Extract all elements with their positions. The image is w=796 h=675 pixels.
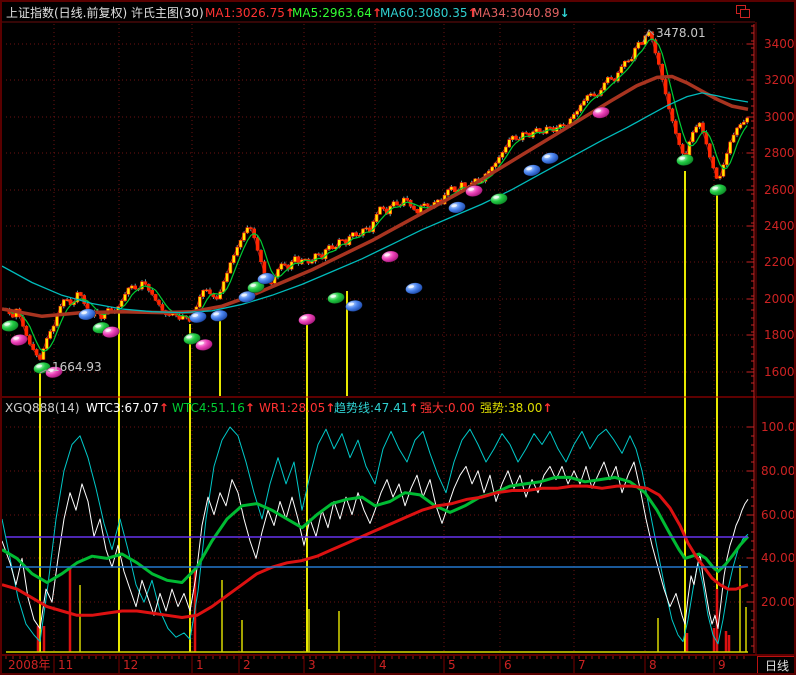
- month-label: 9: [718, 658, 726, 672]
- pink-lips-icon: [102, 326, 120, 338]
- blue-lips-icon: [189, 311, 207, 324]
- price-tick-label: 2000: [764, 291, 795, 306]
- value-label-2: WR1:28.05↑: [259, 401, 336, 415]
- month-label: 2: [243, 658, 251, 672]
- value-label-1: WTC4:51.16↑: [172, 401, 255, 415]
- pink-lips-icon: [10, 334, 28, 346]
- month-label: 3: [308, 658, 316, 672]
- main-chart-area[interactable]: [2, 24, 748, 396]
- blue-lips-icon: [541, 152, 559, 165]
- price-tick-label: 1600: [764, 364, 795, 379]
- value-label-4: 强大:0.00: [420, 401, 475, 415]
- indicator-tick-label: 20.00: [761, 595, 796, 610]
- month-label: 4: [379, 658, 387, 672]
- blue-lips-icon: [238, 290, 256, 303]
- year-label: 2008年: [8, 658, 51, 672]
- green-lips-icon: [33, 362, 51, 374]
- indicator-area[interactable]: [2, 418, 748, 652]
- trend-arrow-icon: ↑: [244, 401, 255, 415]
- indicator-tick-label: 60.00: [761, 507, 796, 522]
- indicator-line-WTC4: [2, 426, 749, 645]
- trend-arrow-icon: ↑: [408, 401, 419, 415]
- chart-title: 上证指数(日线.前复权) 许氏主图(30): [6, 6, 204, 20]
- price-tick-label: 2400: [764, 219, 795, 234]
- blue-lips-icon: [78, 308, 96, 321]
- price-tick-label: 1800: [764, 328, 795, 343]
- blue-lips-icon: [257, 272, 275, 285]
- month-label: 12: [123, 658, 139, 672]
- pink-lips-icon: [298, 313, 316, 326]
- pink-lips-icon: [465, 185, 483, 197]
- low-annotation: 1664.93: [52, 359, 102, 374]
- price-tick-label: 3000: [764, 109, 795, 124]
- trend-arrow-icon: ↑: [371, 6, 382, 20]
- footer-ticks: [5, 656, 745, 673]
- annotation-marks: [39, 29, 655, 374]
- green-lips-icon: [676, 154, 694, 166]
- value-label-1: MA5:2963.64↑: [292, 6, 382, 20]
- trend-arrow-icon: ↑: [542, 401, 553, 415]
- indicator-line-WR1: [2, 484, 749, 619]
- green-lips-icon: [327, 292, 345, 304]
- pink-lips-icon: [592, 106, 610, 119]
- green-lips-icon: [247, 281, 265, 293]
- value-label-0: MA1:3026.75↑: [205, 6, 295, 20]
- blue-lips-icon: [210, 309, 228, 322]
- indicator-line-WTC3: [2, 461, 749, 629]
- month-label: 1: [196, 658, 204, 672]
- value-label-0: WTC3:67.07↑: [86, 401, 169, 415]
- value-label-5: 强势:38.00↑: [480, 401, 553, 415]
- indicator-tick-label: 40.00: [761, 551, 796, 566]
- strong-spikes-yellow: [79, 565, 747, 652]
- price-axis: [747, 24, 755, 653]
- trend-arrow-icon: ↑: [284, 6, 295, 20]
- blue-lips-icon: [345, 300, 363, 312]
- price-tick-label: 2800: [764, 146, 795, 161]
- price-tick-label: 2200: [764, 255, 795, 270]
- trend-arrow-icon: ↑: [325, 401, 336, 415]
- buy-sell-markers: [2, 106, 727, 379]
- price-tick-label: 2600: [764, 182, 795, 197]
- value-label-3: 趋势线:47.41↑: [334, 401, 419, 415]
- trend-arrow-icon: ↓: [559, 6, 570, 20]
- blue-lips-icon: [448, 201, 466, 214]
- month-label: 7: [578, 658, 586, 672]
- month-label: 11: [58, 658, 74, 672]
- high-annotation: 3478.01: [656, 25, 706, 40]
- ma60-line: [2, 92, 749, 314]
- green-lips-icon: [183, 332, 201, 345]
- pink-lips-icon: [195, 339, 213, 351]
- green-lips-icon: [490, 193, 508, 205]
- price-tick-label: 3200: [764, 73, 795, 88]
- month-label: 8: [649, 658, 657, 672]
- ma5-line: [5, 38, 748, 353]
- trend-arrow-icon: ↑: [158, 401, 169, 415]
- value-label-3: MA34:3040.89↓: [472, 6, 570, 20]
- restore-window-icon[interactable]: [735, 5, 751, 19]
- month-label: 6: [504, 658, 512, 672]
- green-lips-icon: [709, 184, 727, 196]
- indicator-name: XGQ888(14): [5, 401, 80, 415]
- pane-separators: [2, 21, 794, 656]
- month-label: 5: [448, 658, 456, 672]
- blue-lips-icon: [405, 282, 423, 295]
- indicator-tick-label: 100.00: [761, 420, 796, 434]
- blue-lips-icon: [523, 164, 541, 177]
- pink-lips-icon: [45, 366, 63, 379]
- trend-arrow-icon: ↑: [467, 6, 478, 20]
- price-tick-label: 3400: [764, 36, 795, 51]
- green-lips-icon: [2, 320, 19, 332]
- value-label-2: MA60:3080.35↑: [380, 6, 478, 20]
- period-dayline-button[interactable]: 日线: [757, 656, 794, 673]
- pink-lips-icon: [381, 250, 399, 263]
- indicator-tick-label: 80.00: [761, 463, 796, 478]
